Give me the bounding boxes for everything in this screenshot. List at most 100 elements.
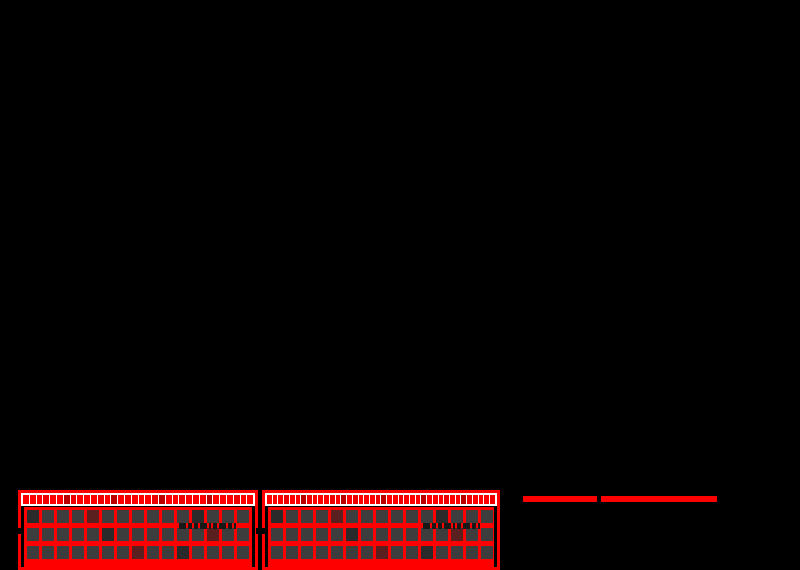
matrix-cell[interactable] xyxy=(331,510,343,523)
matrix-cell[interactable] xyxy=(316,510,328,523)
matrix-cell[interactable] xyxy=(301,546,313,559)
matrix-cell[interactable] xyxy=(57,510,69,523)
matrix-cell[interactable] xyxy=(301,528,313,541)
matrix-cell[interactable] xyxy=(331,528,343,541)
matrix-cell[interactable] xyxy=(237,546,249,559)
matrix-cell[interactable] xyxy=(481,528,493,541)
matrix-cell[interactable] xyxy=(147,546,159,559)
matrix-cell[interactable] xyxy=(376,528,388,541)
matrix-cell[interactable] xyxy=(57,528,69,541)
right-panel-cell-grid[interactable] xyxy=(268,507,494,567)
matrix-cell[interactable] xyxy=(87,546,99,559)
matrix-cell[interactable] xyxy=(102,510,114,523)
matrix-cell[interactable] xyxy=(481,510,493,523)
matrix-cell[interactable] xyxy=(27,546,39,559)
matrix-cell[interactable] xyxy=(147,528,159,541)
matrix-cell[interactable] xyxy=(451,510,463,523)
matrix-cell[interactable] xyxy=(316,528,328,541)
matrix-row[interactable] xyxy=(24,507,252,525)
matrix-cell[interactable] xyxy=(421,528,433,541)
matrix-cell[interactable] xyxy=(57,546,69,559)
matrix-cell[interactable] xyxy=(361,528,373,541)
matrix-cell[interactable] xyxy=(102,546,114,559)
matrix-cell[interactable] xyxy=(286,528,298,541)
matrix-cell[interactable] xyxy=(466,546,478,559)
matrix-cell[interactable] xyxy=(237,528,249,541)
matrix-cell[interactable] xyxy=(466,510,478,523)
matrix-cell[interactable] xyxy=(391,510,403,523)
matrix-cell[interactable] xyxy=(117,528,129,541)
matrix-cell[interactable] xyxy=(481,546,493,559)
matrix-row[interactable] xyxy=(24,525,252,543)
matrix-cell[interactable] xyxy=(207,510,219,523)
matrix-cell[interactable] xyxy=(237,510,249,523)
matrix-cell[interactable] xyxy=(162,510,174,523)
matrix-cell[interactable] xyxy=(376,546,388,559)
matrix-cell[interactable] xyxy=(436,546,448,559)
matrix-row[interactable] xyxy=(268,507,494,525)
matrix-cell[interactable] xyxy=(102,528,114,541)
matrix-cell[interactable] xyxy=(376,510,388,523)
matrix-cell[interactable] xyxy=(72,528,84,541)
matrix-cell[interactable] xyxy=(436,510,448,523)
matrix-cell[interactable] xyxy=(192,528,204,541)
matrix-cell[interactable] xyxy=(177,546,189,559)
matrix-cell[interactable] xyxy=(451,528,463,541)
matrix-cell[interactable] xyxy=(391,528,403,541)
matrix-cell[interactable] xyxy=(406,510,418,523)
matrix-cell[interactable] xyxy=(132,510,144,523)
matrix-cell[interactable] xyxy=(117,546,129,559)
matrix-cell[interactable] xyxy=(27,510,39,523)
matrix-cell[interactable] xyxy=(466,528,478,541)
matrix-cell[interactable] xyxy=(192,546,204,559)
matrix-cell[interactable] xyxy=(271,546,283,559)
matrix-cell[interactable] xyxy=(192,510,204,523)
matrix-cell[interactable] xyxy=(421,546,433,559)
matrix-cell[interactable] xyxy=(117,510,129,523)
matrix-cell[interactable] xyxy=(207,546,219,559)
matrix-cell[interactable] xyxy=(436,528,448,541)
matrix-cell[interactable] xyxy=(361,546,373,559)
matrix-cell[interactable] xyxy=(132,528,144,541)
matrix-cell[interactable] xyxy=(451,546,463,559)
matrix-cell[interactable] xyxy=(346,510,358,523)
matrix-cell[interactable] xyxy=(177,510,189,523)
matrix-cell[interactable] xyxy=(301,510,313,523)
matrix-cell[interactable] xyxy=(286,510,298,523)
matrix-cell[interactable] xyxy=(346,528,358,541)
matrix-cell[interactable] xyxy=(361,510,373,523)
matrix-cell[interactable] xyxy=(27,528,39,541)
matrix-cell[interactable] xyxy=(87,528,99,541)
left-matrix-panel[interactable] xyxy=(18,490,258,570)
matrix-cell[interactable] xyxy=(391,546,403,559)
matrix-cell[interactable] xyxy=(271,528,283,541)
matrix-cell[interactable] xyxy=(162,528,174,541)
matrix-cell[interactable] xyxy=(72,546,84,559)
matrix-row[interactable] xyxy=(24,543,252,561)
matrix-cell[interactable] xyxy=(271,510,283,523)
matrix-cell[interactable] xyxy=(87,510,99,523)
matrix-cell[interactable] xyxy=(42,510,54,523)
matrix-cell[interactable] xyxy=(147,510,159,523)
matrix-row[interactable] xyxy=(268,525,494,543)
matrix-cell[interactable] xyxy=(286,546,298,559)
matrix-cell[interactable] xyxy=(316,546,328,559)
matrix-cell[interactable] xyxy=(406,528,418,541)
left-panel-cell-grid[interactable] xyxy=(24,507,252,567)
matrix-cell[interactable] xyxy=(42,546,54,559)
matrix-row[interactable] xyxy=(268,543,494,561)
matrix-cell[interactable] xyxy=(42,528,54,541)
matrix-cell[interactable] xyxy=(177,528,189,541)
matrix-cell[interactable] xyxy=(406,546,418,559)
matrix-cell[interactable] xyxy=(132,546,144,559)
matrix-cell[interactable] xyxy=(162,546,174,559)
matrix-cell[interactable] xyxy=(421,510,433,523)
matrix-cell[interactable] xyxy=(222,510,234,523)
right-matrix-panel[interactable] xyxy=(262,490,500,570)
matrix-cell[interactable] xyxy=(72,510,84,523)
matrix-cell[interactable] xyxy=(346,546,358,559)
matrix-cell[interactable] xyxy=(331,546,343,559)
matrix-cell[interactable] xyxy=(222,528,234,541)
matrix-cell[interactable] xyxy=(207,528,219,541)
matrix-cell[interactable] xyxy=(222,546,234,559)
